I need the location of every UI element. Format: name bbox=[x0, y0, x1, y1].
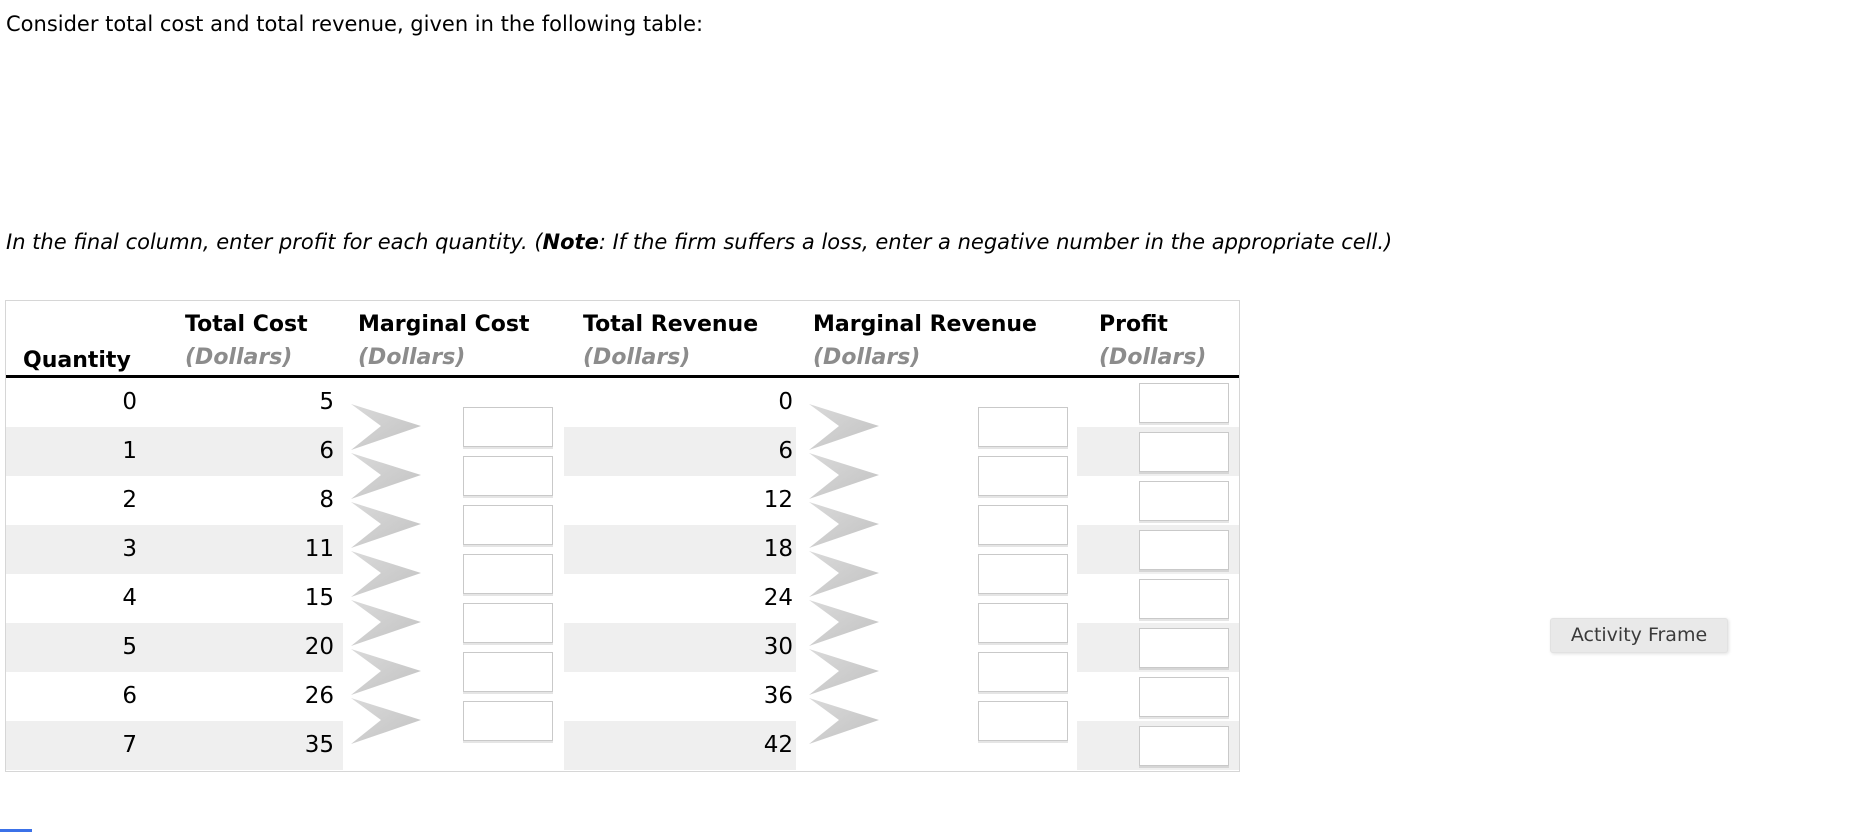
marginal-revenue-arrow-icon bbox=[809, 649, 879, 695]
units-label: (Dollars) bbox=[583, 345, 691, 370]
column-header-total-cost: Total Cost (Dollars) bbox=[185, 307, 308, 373]
marginal-revenue-input-7[interactable] bbox=[978, 701, 1068, 741]
instruction-after-note: : If the firm suffers a loss, enter a ne… bbox=[598, 230, 1393, 254]
table-row: 0 5 0 bbox=[6, 378, 1239, 427]
column-header-marginal-cost: Marginal Cost (Dollars) bbox=[358, 307, 529, 373]
question-intro-text: Consider total cost and total revenue, g… bbox=[6, 12, 704, 36]
marginal-cost-input-5[interactable] bbox=[463, 603, 553, 643]
marginal-cost-arrow-icon bbox=[351, 502, 421, 548]
marginal-cost-arrow-icon bbox=[351, 649, 421, 695]
marginal-cost-arrow-icon bbox=[351, 404, 421, 450]
profit-input-8[interactable] bbox=[1139, 726, 1229, 766]
units-label: (Dollars) bbox=[358, 345, 466, 370]
instruction-text: In the final column, enter profit for ea… bbox=[6, 228, 1392, 256]
header-label: Total Revenue bbox=[583, 312, 759, 337]
marginal-cost-input-1[interactable] bbox=[463, 407, 553, 447]
quantity-value: 0 bbox=[122, 389, 137, 415]
header-label: Marginal Revenue bbox=[813, 312, 1037, 337]
quantity-value: 6 bbox=[122, 683, 137, 709]
quantity-value: 7 bbox=[122, 732, 137, 758]
marginal-cost-arrow-icon bbox=[351, 551, 421, 597]
marginal-revenue-input-1[interactable] bbox=[978, 407, 1068, 447]
column-header-quantity: Quantity bbox=[23, 343, 131, 379]
header-label: Profit bbox=[1099, 312, 1168, 337]
quantity-value: 2 bbox=[122, 487, 137, 513]
units-label: (Dollars) bbox=[813, 345, 921, 370]
total-revenue-value: 6 bbox=[778, 438, 793, 464]
total-revenue-value: 0 bbox=[778, 389, 793, 415]
marginal-revenue-arrow-icon bbox=[809, 551, 879, 597]
marginal-cost-arrow-icon bbox=[351, 453, 421, 499]
table-row: 1 6 6 bbox=[6, 427, 1239, 476]
table-row: 5 20 30 bbox=[6, 623, 1239, 672]
marginal-revenue-arrow-icon bbox=[809, 404, 879, 450]
column-header-profit: Profit (Dollars) bbox=[1099, 307, 1206, 373]
total-cost-value: 11 bbox=[304, 536, 334, 562]
marginal-revenue-arrow-icon bbox=[809, 600, 879, 646]
column-header-total-revenue: Total Revenue (Dollars) bbox=[583, 307, 758, 373]
marginal-cost-input-6[interactable] bbox=[463, 652, 553, 692]
profit-input-4[interactable] bbox=[1139, 530, 1229, 570]
marginal-revenue-input-6[interactable] bbox=[978, 652, 1068, 692]
marginal-cost-input-2[interactable] bbox=[463, 456, 553, 496]
quantity-value: 4 bbox=[122, 585, 137, 611]
profit-input-2[interactable] bbox=[1139, 432, 1229, 472]
activity-frame-button[interactable]: Activity Frame bbox=[1550, 618, 1728, 653]
profit-input-5[interactable] bbox=[1139, 579, 1229, 619]
total-revenue-value: 30 bbox=[763, 634, 793, 660]
profit-input-7[interactable] bbox=[1139, 677, 1229, 717]
marginal-revenue-arrow-icon bbox=[809, 502, 879, 548]
quantity-value: 3 bbox=[122, 536, 137, 562]
total-revenue-value: 36 bbox=[763, 683, 793, 709]
total-revenue-value: 42 bbox=[763, 732, 793, 758]
header-label: Marginal Cost bbox=[358, 312, 530, 337]
total-cost-value: 15 bbox=[304, 585, 334, 611]
total-revenue-value: 12 bbox=[763, 487, 793, 513]
header-divider bbox=[6, 375, 1239, 378]
units-label: (Dollars) bbox=[1099, 345, 1207, 370]
marginal-revenue-arrow-icon bbox=[809, 698, 879, 744]
row-stripe bbox=[6, 721, 1239, 770]
header-label: Total Cost bbox=[185, 312, 308, 337]
header-label: Quantity bbox=[23, 348, 131, 373]
profit-input-3[interactable] bbox=[1139, 481, 1229, 521]
total-cost-value: 6 bbox=[319, 438, 334, 464]
quantity-value: 1 bbox=[122, 438, 137, 464]
instruction-before-note: In the final column, enter profit for ea… bbox=[6, 230, 543, 254]
marginal-revenue-input-5[interactable] bbox=[978, 603, 1068, 643]
marginal-cost-input-4[interactable] bbox=[463, 554, 553, 594]
text-cursor-artifact bbox=[0, 829, 32, 832]
profit-input-6[interactable] bbox=[1139, 628, 1229, 668]
total-revenue-value: 24 bbox=[763, 585, 793, 611]
marginal-revenue-input-2[interactable] bbox=[978, 456, 1068, 496]
column-header-marginal-revenue: Marginal Revenue (Dollars) bbox=[813, 307, 1037, 373]
marginal-revenue-arrow-icon bbox=[809, 453, 879, 499]
marginal-cost-input-3[interactable] bbox=[463, 505, 553, 545]
quantity-value: 5 bbox=[122, 634, 137, 660]
total-cost-value: 5 bbox=[319, 389, 334, 415]
table-row: 4 15 24 bbox=[6, 574, 1239, 623]
marginal-cost-arrow-icon bbox=[351, 698, 421, 744]
table-row: 3 11 18 bbox=[6, 525, 1239, 574]
profit-input-1[interactable] bbox=[1139, 383, 1229, 423]
cost-revenue-table: Quantity Total Cost (Dollars) Marginal C… bbox=[5, 300, 1240, 772]
total-cost-value: 20 bbox=[304, 634, 334, 660]
instruction-note-label: Note bbox=[542, 230, 599, 254]
marginal-revenue-input-4[interactable] bbox=[978, 554, 1068, 594]
units-label: (Dollars) bbox=[185, 345, 293, 370]
table-row: 6 26 36 bbox=[6, 672, 1239, 721]
table-row: 7 35 42 bbox=[6, 721, 1239, 770]
total-revenue-value: 18 bbox=[763, 536, 793, 562]
total-cost-value: 35 bbox=[304, 732, 334, 758]
marginal-cost-input-7[interactable] bbox=[463, 701, 553, 741]
table-row: 2 8 12 bbox=[6, 476, 1239, 525]
total-cost-value: 26 bbox=[304, 683, 334, 709]
marginal-cost-arrow-icon bbox=[351, 600, 421, 646]
marginal-revenue-input-3[interactable] bbox=[978, 505, 1068, 545]
total-cost-value: 8 bbox=[319, 487, 334, 513]
